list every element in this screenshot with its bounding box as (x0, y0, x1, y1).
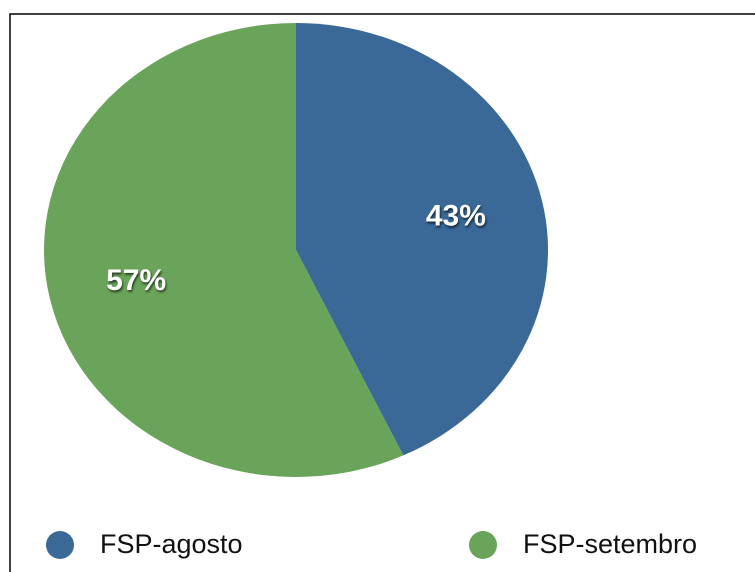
legend-swatch (469, 531, 497, 559)
value-label: 43% (426, 200, 486, 233)
pie-slice (296, 23, 548, 456)
legend-swatch (46, 531, 74, 559)
frame (9, 13, 755, 572)
legend-label: FSP-agosto (100, 529, 243, 559)
legend-label: FSP-setembro (523, 529, 697, 559)
value-label: 57% (106, 264, 166, 297)
pie-slice (44, 22, 404, 477)
